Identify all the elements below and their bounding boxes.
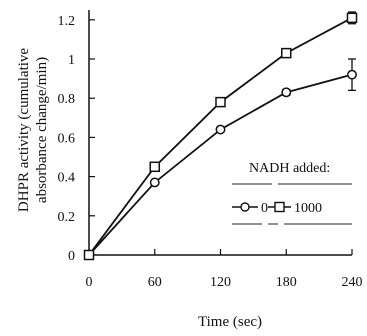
x-tick-label: 60 bbox=[148, 275, 162, 290]
y-tick-label: 0 bbox=[68, 249, 75, 264]
data-point bbox=[281, 87, 292, 98]
data-point bbox=[215, 96, 226, 108]
y-axis: 0 0.2 0.4 0.6 0.8 1 1.2 bbox=[58, 14, 95, 264]
x-tick-label: 120 bbox=[210, 275, 231, 290]
data-point bbox=[346, 12, 358, 24]
series-line-1000 bbox=[88, 17, 353, 256]
legend: NADH added: 0 1000 bbox=[232, 161, 352, 225]
x-tick-label: 0 bbox=[86, 275, 93, 290]
y-axis-title: DHPR activity (cumulative absorbance cha… bbox=[16, 48, 50, 212]
x-axis: 0 60 120 180 240 bbox=[86, 249, 363, 290]
y-tick-label: 0.6 bbox=[58, 131, 76, 146]
legend-label: 1000 bbox=[294, 201, 322, 216]
data-point bbox=[149, 177, 160, 188]
data-point bbox=[347, 69, 357, 80]
x-tick-label: 180 bbox=[276, 275, 297, 290]
data-point bbox=[83, 249, 95, 261]
legend-marker-circle bbox=[240, 202, 250, 212]
legend-marker-square bbox=[274, 201, 285, 213]
y-tick-label: 1.2 bbox=[58, 14, 76, 29]
data-point bbox=[149, 161, 160, 173]
y-tick-label: 1 bbox=[68, 53, 75, 68]
series-layer bbox=[83, 11, 358, 261]
legend-label: 0 bbox=[261, 201, 268, 216]
y-tick-label: 0.4 bbox=[58, 171, 76, 186]
x-tick-label: 240 bbox=[342, 275, 363, 290]
y-tick-label: 0.8 bbox=[58, 92, 76, 107]
y-axis-title-line-2: absorbance change/min) bbox=[34, 57, 50, 203]
y-tick-label: 0.2 bbox=[58, 210, 76, 225]
x-axis-title: Time (sec) bbox=[198, 314, 262, 330]
data-point bbox=[281, 47, 292, 59]
legend-title: NADH added: bbox=[249, 161, 330, 176]
y-axis-title-line-1: DHPR activity (cumulative bbox=[16, 48, 32, 212]
data-point bbox=[215, 124, 226, 135]
legend-items: 0 1000 bbox=[232, 201, 322, 216]
